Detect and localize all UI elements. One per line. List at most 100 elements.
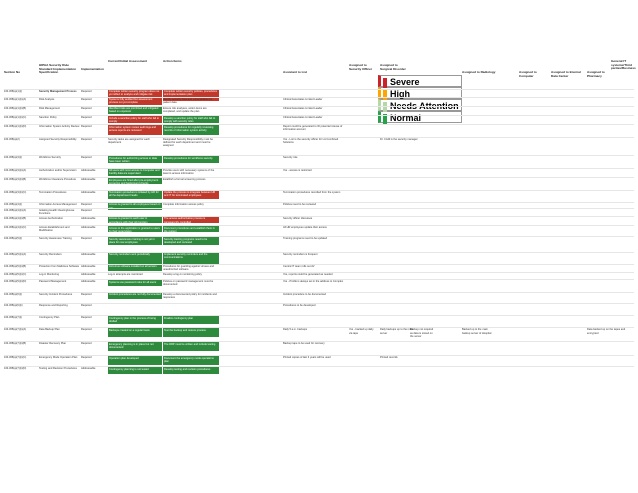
action-cell: Document procedures and establish them i… [163,226,219,233]
implementation-type: Addressable [81,168,96,172]
assessment-cell: Security tasks are assigned for each dep… [108,137,150,144]
header-action: Action Items [163,59,182,63]
implementation-type: Required [81,316,92,320]
spec-name: Assigned Security Responsibility [39,137,77,141]
assessment-cell: Complete written security program does n… [108,89,162,101]
section-number: 164.308(a)(7)(ii)(D) [4,367,27,371]
row-divider [4,124,634,126]
action-cell: Provide users with necessary systems of … [163,168,215,175]
section-number: 164.308(a)(5)(ii)(C) [4,272,27,276]
action-cell: Establish a formal screening process [163,178,206,182]
section-number: 164.308(a)(3)(ii)(A) [4,168,27,172]
row-divider [4,96,634,98]
spec-name: Testing and Revision Procedures [39,367,77,371]
assessment-cell: Access is granted to each user in accord… [108,216,162,223]
action-cell: Update the process to integrate between … [163,190,219,199]
action-cell: Develop testing and revision procedures [163,367,219,375]
legend-label: High [390,89,410,99]
section-number: 164.308(a)(1)(ii)(C) [4,116,27,120]
list-cell: All HR employees update their access [283,226,327,230]
row-divider [4,115,634,117]
legend-swatch [383,89,387,100]
list-cell: Security role [283,156,298,160]
section-number: 164.308(a)(4)(ii)(C) [4,226,27,230]
row-divider [4,279,634,281]
section-number: 164.308(a)(3)(ii)(B) [4,178,27,182]
assessment-cell: Incident procedures are not fully docume… [108,292,162,299]
assessment-cell: Systems use password rules for all users [108,280,162,287]
assessment-cell: All users with most access to Computer a… [108,168,162,176]
action-cell: Document the emergency mode operations p… [163,356,219,365]
implementation-type: Addressable [81,178,96,182]
row-divider [4,88,634,90]
spec-name: Isolating Health Clearinghouse Functions [39,209,75,216]
header-assessment: Current/Initial Assessment [108,59,148,63]
spec-name: Security Awareness Training [39,237,72,240]
implementation-type: Required [81,97,92,101]
action-cell: The access authorization process is tran… [163,216,219,223]
list-cell: Yes - Profile is always set in the addre… [283,280,344,284]
row-divider [4,215,634,217]
list-cell: Central IT team rolls out AV [283,264,315,268]
header-assigned-surgical: Assigned to Surgical Disorder [380,63,406,71]
implementation-type: Required [81,292,92,296]
assessment-cell: Identified risks are prioritized and mit… [108,106,162,114]
spec-name: Access Establishment and Modification [39,226,70,233]
section-number: 164.308(a)(5)(ii)(A) [4,252,27,256]
implementation-type: Required [81,116,92,120]
row-divider [4,302,634,304]
spec-name: Contingency Plan [39,316,60,320]
row-divider [4,136,634,138]
section-number: 164.308(a)(3)(ii)(C) [4,190,27,194]
list-cell: Policies need to be reviewed [283,202,317,206]
section-number: 164.308(a)(5)(i) [4,237,23,240]
assigned-cell: Data backed up on the tapes and encrypte… [587,328,626,335]
assigned-cell: Backup not required as data is stored on… [410,328,434,338]
action-cell: Test the backup and restore process [163,328,219,337]
action-cell: Develop a log-in monitoring policy [163,272,202,276]
legend-item: High [378,87,462,100]
row-divider [4,189,634,191]
header-assigned-computer: Assigned to Computer [519,70,537,78]
section-number: 164.308(a)(4)(ii)(B) [4,216,27,220]
implementation-type: Required [81,209,92,213]
list-cell: Clinical Associates Limited Leader [283,116,323,120]
row-divider [4,327,634,329]
row-divider [4,271,634,273]
header-spec: HIPAA Security Rule Standard Implementat… [39,63,77,75]
header-section-no: Section No [4,70,21,74]
assessment-cell: Termination procedure is initiated by HR… [108,190,162,199]
header-assigned-radiology: Assigned to Radiology [462,70,496,74]
spec-name: Authorization and/or Supervision [39,168,77,172]
implementation-type: Addressable [81,252,96,256]
implementation-type: Addressable [81,280,96,284]
list-cell: Daily 5 a.m. backups [283,328,308,332]
assessment-cell: Employees are hired after pre-employment… [108,178,162,185]
list-cell: Report could be generated to ID potentia… [283,125,343,132]
list-cell: Backup tape to be used for recovery [283,342,325,346]
action-cell: Identify security risks and vulnerabilit… [163,97,213,104]
row-divider [4,105,634,107]
row-divider [4,355,634,357]
list-cell: Procedures to be developed [283,303,316,307]
implementation-type: Required [81,202,92,206]
assigned-cell: Daily backups up to the main server [380,328,414,335]
row-divider [4,177,634,179]
implementation-type: Required [81,125,92,129]
action-cell: Procedures for guarding against viruses … [163,264,214,271]
assessment-cell: Procedures for authorizing access to dat… [108,156,162,164]
spec-name: Security Management Process [39,89,77,93]
implementation-type: Required [81,156,92,160]
list-cell: Incident procedure to be documented [283,292,326,296]
implementation-type: Required [81,303,92,307]
action-cell: Designated Security Responsibility must … [163,137,213,147]
action-cell: Complete information access policy [163,202,204,206]
header-assigned-data: Assigned to Internal Data Center [551,70,581,78]
implementation-type: Required [81,342,92,346]
list-cell: Termination procedures recorded from the… [283,190,341,194]
section-number: 164.308(a)(1)(ii)(B) [4,106,27,110]
assessment-cell: Backups created on a regular basis [108,328,162,337]
assessment-cell: Emergency planning is in place but not d… [108,342,162,351]
spec-name: Password Management [39,280,67,284]
section-number: 164.308(a)(6)(i) [4,292,23,296]
